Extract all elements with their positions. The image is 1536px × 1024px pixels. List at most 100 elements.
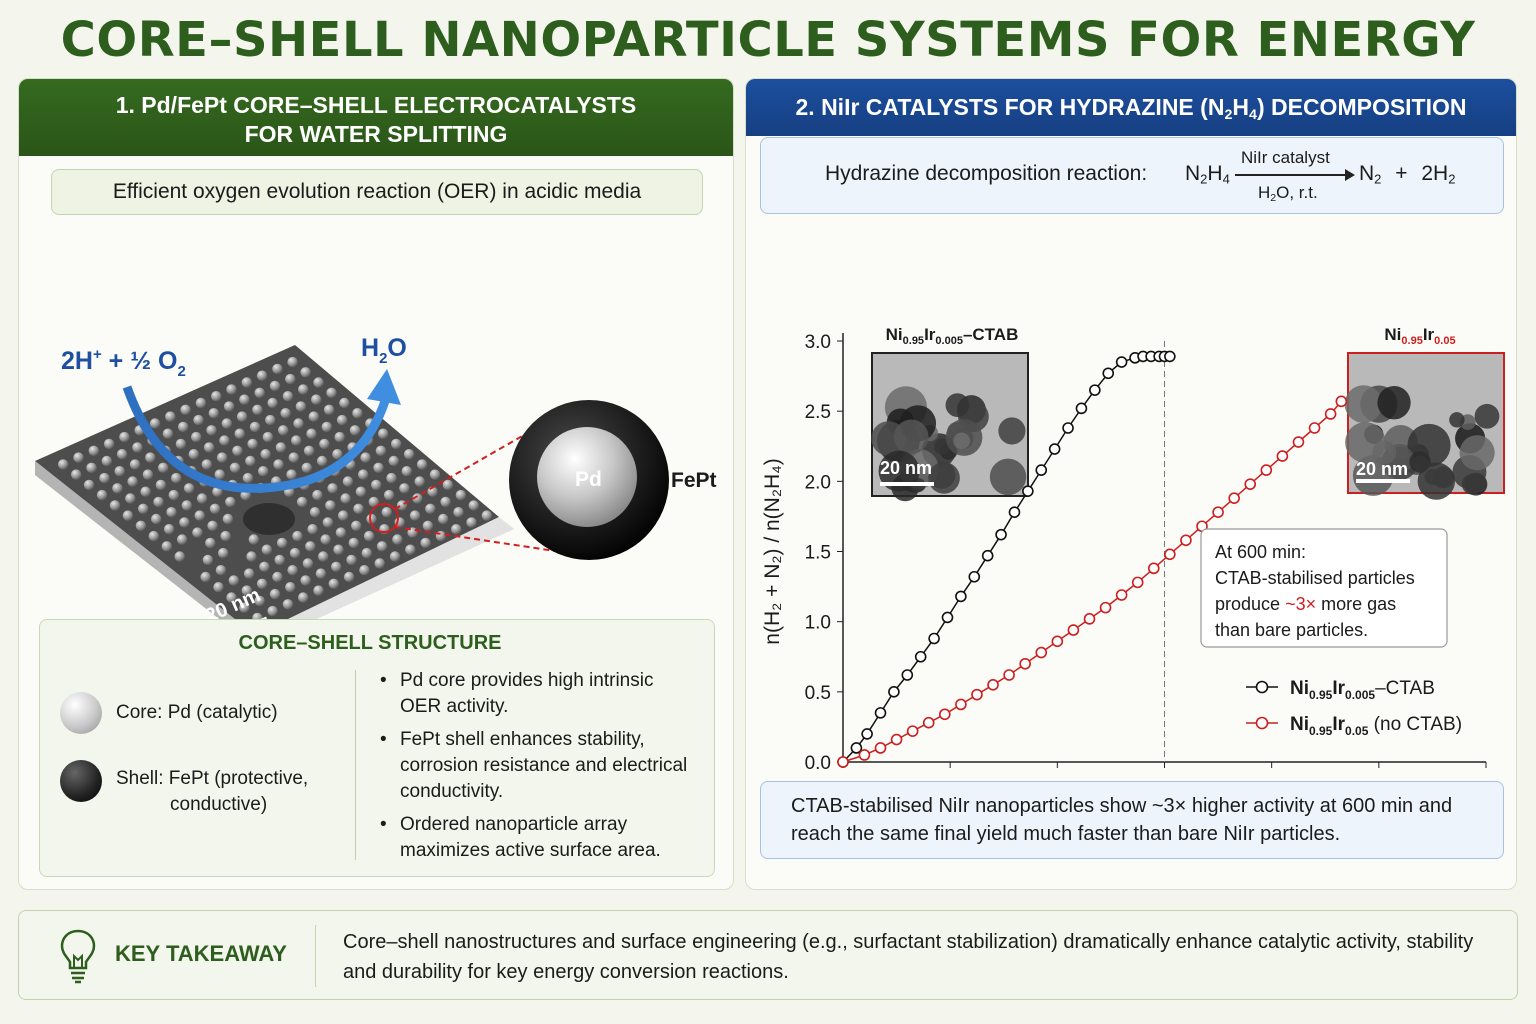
nanoparticle [228, 575, 239, 586]
nanoparticle [254, 387, 265, 398]
bullet-item: Pd core provides high intrinsic OER acti… [378, 668, 698, 720]
nanoparticle [386, 472, 397, 484]
nanoparticle [226, 384, 237, 395]
data-point-0 [955, 590, 967, 603]
nanoparticle [318, 551, 329, 562]
nanoparticle [282, 391, 294, 402]
nanoparticle [363, 530, 375, 542]
nanoparticle [205, 537, 216, 549]
panel-niir: 2. NiIr CATALYSTS FOR HYDRAZINE (N2H4) D… [745, 78, 1517, 890]
nanoparticle [352, 408, 363, 419]
nanoparticle [388, 455, 399, 467]
nanoparticle [267, 605, 278, 617]
data-point-1 [1019, 657, 1031, 670]
data-point-1 [987, 679, 999, 691]
nanoparticle [242, 472, 254, 484]
nanoparticle [71, 469, 82, 480]
nanoparticle [171, 472, 182, 484]
nanoparticle [300, 575, 311, 586]
data-point-1 [1228, 492, 1240, 504]
nanoparticle [334, 431, 345, 443]
page-title: CORE–SHELL NANOPARTICLE SYSTEMS FOR ENER… [60, 12, 1476, 68]
nanoparticle [109, 500, 121, 511]
nanoparticle [309, 507, 321, 518]
nanoparticle [99, 472, 110, 484]
nanoparticle [229, 462, 241, 473]
nanoparticle [269, 588, 281, 600]
data-point-1 [1164, 548, 1176, 561]
data-point-1 [874, 742, 887, 754]
nanoparticle [391, 438, 402, 450]
structure-bullets: Pd core provides high intrinsic OER acti… [378, 668, 698, 871]
shell-legend-icon [60, 760, 102, 802]
nanoparticle [376, 541, 388, 552]
nanoparticle [201, 459, 212, 470]
nanoparticle [245, 455, 256, 467]
data-point-1 [890, 733, 903, 746]
reaction-reactant: N2H4 [1185, 162, 1230, 187]
nanoparticle [453, 507, 464, 518]
nanoparticle [151, 513, 162, 525]
reaction-arrow-icon [1235, 169, 1355, 181]
reactants-label: 2H+ + ½ O2 [61, 346, 186, 380]
data-point-0 [1035, 464, 1048, 476]
nanoparticle [343, 571, 355, 583]
nanoparticle [163, 524, 175, 535]
takeaway-divider [315, 925, 316, 987]
nanoparticle [374, 558, 385, 569]
data-point-1 [1276, 450, 1289, 462]
nanoparticle [249, 421, 261, 433]
nanoparticle [371, 479, 382, 491]
nanoparticle [321, 421, 332, 433]
nanoparticle [220, 530, 231, 542]
nanoparticle [207, 520, 218, 531]
nanoparticle [180, 404, 191, 415]
nanoparticle [296, 496, 308, 508]
nanoparticle [88, 445, 100, 456]
nanoparticle [103, 438, 115, 450]
reaction-arrowhead [367, 369, 401, 405]
nanoparticle [306, 428, 317, 439]
nanoparticle [340, 493, 351, 504]
nanoparticle [301, 462, 312, 473]
shell-label: FePt [671, 469, 717, 492]
data-point-0 [1115, 356, 1128, 368]
data-point-0 [874, 707, 887, 719]
nanoparticle [256, 578, 268, 589]
panel-left-header-line1: 1. Pd/FePt CORE–SHELL ELECTROCATALYSTS [115, 92, 637, 118]
nanoparticle [373, 462, 384, 473]
data-point-0 [850, 742, 863, 754]
y-tick-label: 2.0 [805, 472, 831, 493]
reaction-catalyst: NiIr catalyst [1241, 148, 1330, 167]
tem-particle [1459, 435, 1495, 471]
nanoparticle [247, 438, 258, 450]
nanoparticle [116, 449, 128, 460]
nanoparticle [96, 489, 108, 501]
nanoparticle [142, 469, 154, 480]
nanoparticle [148, 530, 159, 542]
nanoparticle [221, 418, 232, 429]
substrate-edge [35, 461, 235, 619]
nanoparticle [451, 524, 462, 535]
nanoparticle [429, 469, 441, 480]
nanoparticle [200, 571, 211, 583]
tem-particle [1417, 462, 1455, 500]
nanoparticle [83, 479, 95, 491]
nanoparticle [101, 455, 113, 467]
data-point-1 [939, 708, 951, 721]
annotation-line: than bare particles. [1215, 620, 1368, 640]
data-point-0 [914, 650, 927, 663]
nanoparticle [332, 449, 343, 460]
nanoparticle [442, 479, 454, 491]
data-point-1 [1003, 669, 1015, 681]
structure-title: CORE–SHELL STRUCTURE [238, 632, 502, 654]
nanoparticle [226, 592, 237, 603]
nanoparticle [315, 568, 327, 579]
tem-inset-ctab-title: Ni0.95Ir0.005–CTAB [886, 325, 1019, 347]
nanoparticle [149, 418, 161, 429]
data-point-1 [1067, 624, 1080, 636]
data-point-1 [1335, 395, 1348, 408]
data-point-1 [1324, 408, 1337, 420]
nanoparticle [203, 442, 215, 453]
nanoparticle [349, 425, 361, 436]
